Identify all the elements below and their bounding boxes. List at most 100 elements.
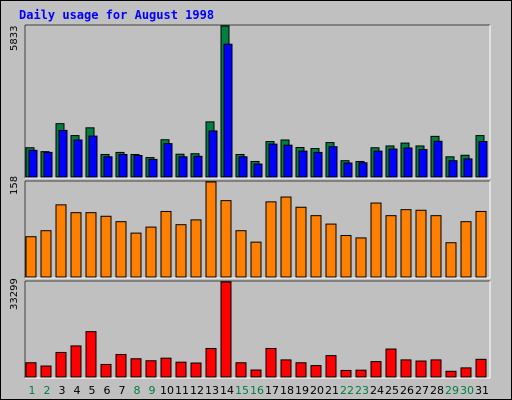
day-label: 13 (205, 384, 219, 397)
files-bar (133, 155, 143, 178)
day-label: 18 (280, 384, 294, 397)
day-label: 23 (355, 384, 369, 397)
sites-bar (400, 209, 412, 278)
day-label: 29 (445, 384, 459, 397)
kbytes-bar (280, 359, 292, 378)
sites-bar (205, 181, 217, 278)
files-bar (43, 151, 53, 178)
files-bar (238, 156, 248, 178)
files-bar (148, 158, 158, 178)
kbytes-bar (205, 347, 217, 378)
files-bar (88, 135, 98, 178)
day-label: 26 (400, 384, 414, 397)
plot-area-3 (25, 281, 490, 378)
files-bar (208, 130, 218, 178)
files-bar (118, 153, 128, 178)
day-label: 17 (265, 384, 279, 397)
sites-bar (220, 200, 232, 278)
sites-bar (295, 206, 307, 278)
kbytes-bar (385, 348, 397, 378)
sites-bar (385, 215, 397, 278)
files-bar (358, 162, 368, 178)
kbytes-bar (70, 345, 82, 378)
kbytes-bar (85, 331, 97, 378)
kbytes-bar (40, 365, 52, 378)
kbytes-bar (175, 361, 187, 378)
kbytes-bar (220, 281, 232, 378)
files-bar (103, 156, 113, 178)
sites-bar (145, 226, 157, 278)
files-bar (448, 160, 458, 178)
day-label: 19 (295, 384, 309, 397)
sites-bar (115, 221, 127, 278)
files-bar (283, 144, 293, 178)
sites-bar (70, 212, 82, 278)
day-label: 2 (44, 384, 51, 397)
day-label: 30 (460, 384, 474, 397)
files-bar (193, 155, 203, 178)
sites-bar (475, 210, 487, 278)
day-label: 1 (29, 384, 36, 397)
files-bar (73, 139, 83, 178)
kbytes-bar (370, 361, 382, 378)
sites-bar (415, 209, 427, 278)
sites-bar (340, 235, 352, 278)
files-bar (343, 162, 353, 178)
files-bar (328, 146, 338, 178)
sites-bar (85, 212, 97, 278)
kbytes-bar (265, 347, 277, 378)
files-bar (433, 140, 443, 178)
kbytes-bar (55, 351, 67, 378)
files-bar (223, 43, 233, 178)
kbytes-bar (145, 360, 157, 378)
day-label: 4 (74, 384, 81, 397)
day-label: 31 (475, 384, 489, 397)
sites-bar (430, 215, 442, 278)
files-bar (388, 148, 398, 178)
kbytes-bar (100, 363, 112, 378)
day-label: 14 (220, 384, 234, 397)
day-label: 3 (59, 384, 66, 397)
sites-bar (130, 232, 142, 278)
sites-bar (25, 236, 37, 278)
sites-bar (445, 242, 457, 278)
day-label: 11 (175, 384, 189, 397)
kbytes-bar (235, 362, 247, 378)
kbytes-bar (445, 370, 457, 378)
day-label: 22 (340, 384, 354, 397)
day-label: 9 (149, 384, 156, 397)
sites-bar (460, 221, 472, 278)
sites-bar (40, 230, 52, 278)
files-bar (163, 143, 173, 178)
sites-bar (175, 224, 187, 278)
files-bar (313, 151, 323, 178)
kbytes-bar (115, 353, 127, 378)
files-bar (418, 149, 428, 178)
kbytes-bar (295, 362, 307, 378)
files-bar (28, 149, 38, 178)
kbytes-bar (460, 367, 472, 378)
sites-bar (280, 196, 292, 278)
sites-bar (55, 204, 67, 278)
day-label: 10 (160, 384, 174, 397)
day-label: 15 (235, 384, 249, 397)
kbytes-bar (190, 362, 202, 378)
day-label: 24 (370, 384, 384, 397)
sites-bar (250, 241, 262, 278)
kbytes-bar (250, 369, 262, 378)
sites-bar (355, 237, 367, 278)
sites-bar (370, 202, 382, 278)
day-label: 25 (385, 384, 399, 397)
kbytes-bar (25, 362, 37, 378)
day-label: 21 (325, 384, 339, 397)
kbytes-bar (400, 359, 412, 378)
kbytes-bar (310, 365, 322, 378)
files-bar (373, 150, 383, 178)
day-label: 20 (310, 384, 324, 397)
day-label: 5 (89, 384, 96, 397)
kbytes-bar (355, 369, 367, 378)
kbytes-bar (160, 357, 172, 378)
files-bar (463, 158, 473, 178)
sites-bar (100, 215, 112, 278)
